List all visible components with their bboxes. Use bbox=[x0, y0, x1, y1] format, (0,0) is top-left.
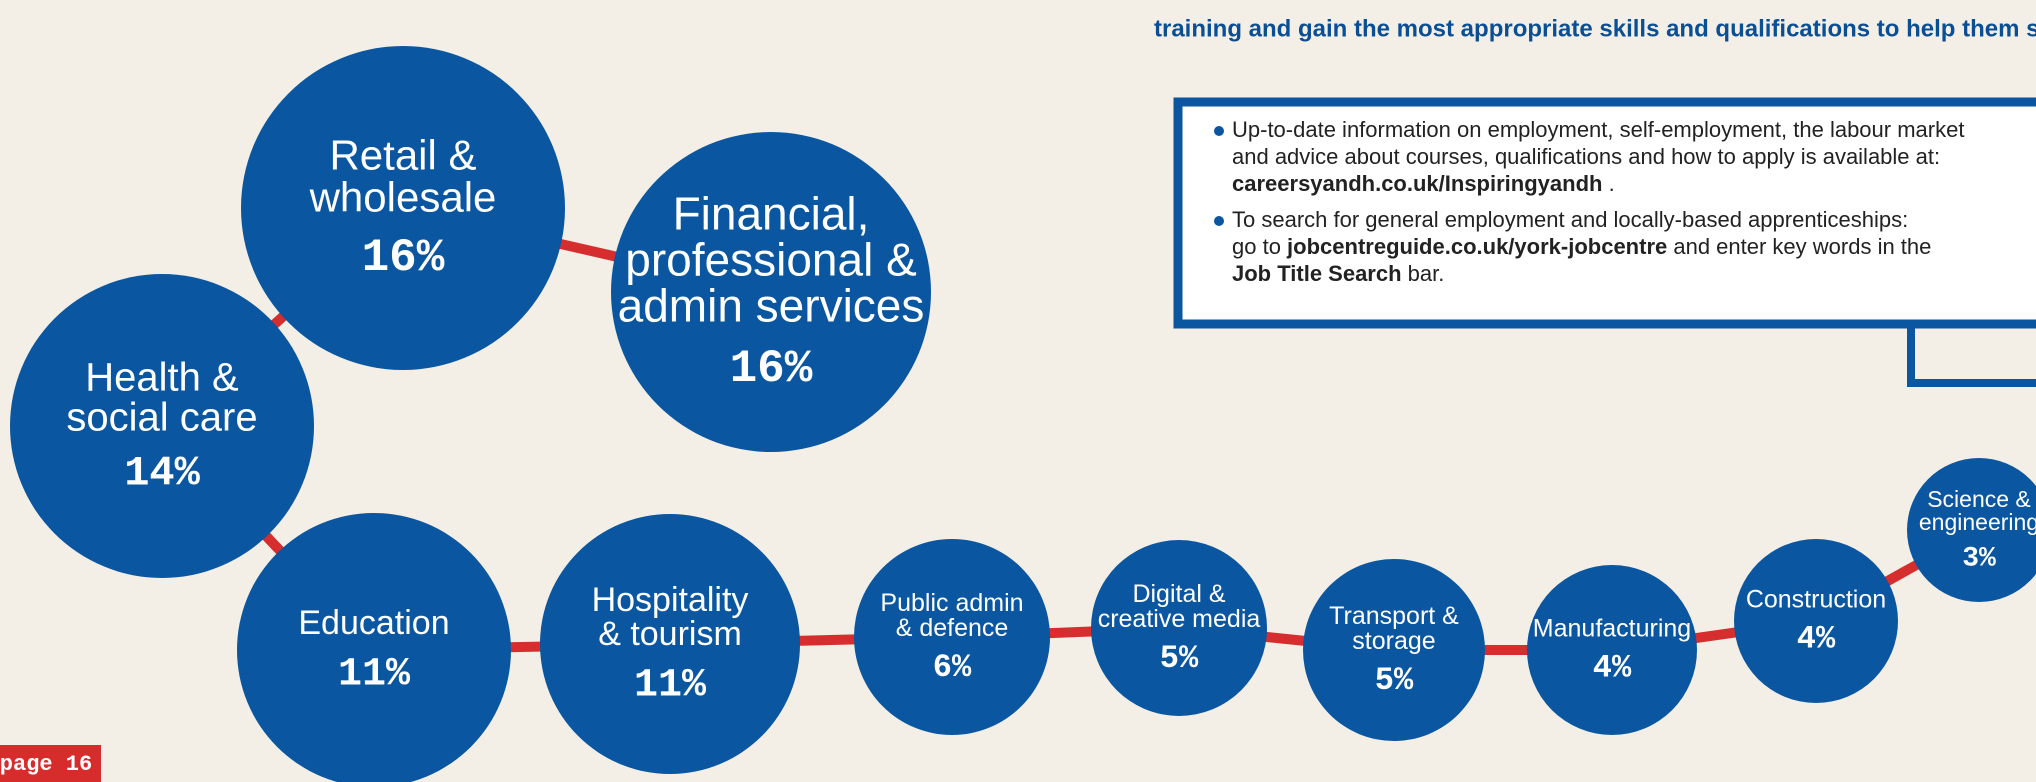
sector-name: Construction bbox=[1746, 586, 1886, 614]
intro-text: training and gain the most appropriate s… bbox=[1154, 15, 2036, 42]
sector: Manufacturing 4% bbox=[1527, 565, 1697, 735]
sector-circles: Financial,professional &admin services 16… bbox=[10, 46, 2036, 782]
text-segment: and advice about courses, qualifications… bbox=[1232, 144, 1940, 169]
text-segment: jobcentreguide.co.uk/york-jobcentre bbox=[1286, 234, 1667, 259]
sector-share: 6% bbox=[933, 649, 972, 686]
sector-share: 5% bbox=[1375, 662, 1414, 699]
sector-name: Retail & bbox=[329, 131, 476, 178]
sector-share: 5% bbox=[1160, 640, 1199, 677]
bullet-line: To search for general employment and loc… bbox=[1232, 207, 1908, 232]
sector: Financial,professional &admin services 16… bbox=[611, 132, 931, 452]
sector-name: Manufacturing bbox=[1533, 615, 1691, 643]
info-box-text: Up-to-date information on employment, se… bbox=[1214, 117, 1964, 286]
sector-name: Transport & bbox=[1329, 602, 1459, 630]
sector-share: 11% bbox=[634, 664, 707, 709]
sector-name: Financial, bbox=[673, 187, 870, 239]
sector-circle bbox=[1091, 540, 1267, 716]
sector-share: 16% bbox=[362, 232, 445, 284]
sector: Construction 4% bbox=[1734, 539, 1898, 703]
sector-name: & tourism bbox=[598, 615, 742, 653]
sector-circle bbox=[1907, 458, 2036, 602]
text-segment: To search for general employment and loc… bbox=[1232, 207, 1908, 232]
bullet-line: Job Title Search bar. bbox=[1232, 261, 1444, 286]
sector-circle bbox=[10, 274, 314, 578]
sector-name: wholesale bbox=[309, 173, 497, 220]
sector-share: 3% bbox=[1962, 543, 1996, 574]
text-segment: Job Title Search bbox=[1232, 261, 1402, 286]
sector-circle bbox=[1303, 559, 1485, 741]
box-shadow-frame bbox=[1907, 320, 2036, 387]
sector: Public admin& defence 6% bbox=[854, 539, 1050, 735]
bullet-line: and advice about courses, qualifications… bbox=[1232, 144, 1940, 169]
sector-name: admin services bbox=[618, 279, 925, 331]
sector: Digital &creative media 5% bbox=[1091, 540, 1267, 716]
sector-name: Public admin bbox=[880, 589, 1023, 617]
bullet-line: Up-to-date information on employment, se… bbox=[1232, 117, 1964, 142]
sector-name: Health & bbox=[85, 355, 239, 399]
sector-name: Digital & bbox=[1132, 580, 1225, 608]
text-segment: Up-to-date information on employment, se… bbox=[1232, 117, 1964, 142]
sector-name: & defence bbox=[896, 614, 1009, 642]
sector: Hospitality& tourism 11% bbox=[540, 514, 800, 774]
bullet-dot bbox=[1214, 126, 1224, 136]
sector-circle bbox=[241, 46, 565, 370]
sector-circle bbox=[854, 539, 1050, 735]
sector-share: 16% bbox=[730, 343, 813, 395]
sector-name: storage bbox=[1352, 627, 1435, 655]
bullet-line: careersyandh.co.uk/Inspiringyandh . bbox=[1232, 171, 1615, 196]
sector-circle bbox=[540, 514, 800, 774]
sector-share: 11% bbox=[338, 653, 411, 698]
sector: Transport &storage 5% bbox=[1303, 559, 1485, 741]
sector-share: 4% bbox=[1797, 621, 1836, 658]
sector: Health &social care 14% bbox=[10, 274, 314, 578]
sector-circle bbox=[611, 132, 931, 452]
bullet-line: go to jobcentreguide.co.uk/york-jobcentr… bbox=[1232, 234, 1931, 259]
text-segment: careersyandh.co.uk/Inspiringyandh bbox=[1232, 171, 1602, 196]
info-box bbox=[1173, 97, 2036, 329]
sector: Retail &wholesale 16% bbox=[241, 46, 565, 370]
sector-name: Education bbox=[298, 604, 449, 642]
sector-name: professional & bbox=[625, 233, 917, 285]
sector-circle bbox=[1734, 539, 1898, 703]
sector-name: creative media bbox=[1098, 605, 1261, 633]
text-segment: . bbox=[1602, 171, 1614, 196]
sector: Education 11% bbox=[237, 513, 511, 782]
sector: Science &engineering 3% bbox=[1907, 458, 2036, 602]
sector-circle bbox=[1527, 565, 1697, 735]
text-segment: and enter key words in the bbox=[1667, 234, 1931, 259]
page-label: page 16 bbox=[0, 752, 92, 777]
text-segment: bar. bbox=[1402, 261, 1445, 286]
page-tab bbox=[0, 745, 101, 782]
sector-name: engineering bbox=[1919, 509, 2036, 535]
sector-name: Hospitality bbox=[592, 581, 749, 619]
sector-share: 4% bbox=[1593, 650, 1632, 687]
bullet-dot bbox=[1214, 216, 1224, 226]
sector-name: social care bbox=[66, 395, 257, 439]
sector-circle bbox=[237, 513, 511, 782]
sector-name: Science & bbox=[1927, 486, 2031, 512]
text-segment: go to bbox=[1232, 234, 1287, 259]
sector-share: 14% bbox=[124, 449, 200, 497]
